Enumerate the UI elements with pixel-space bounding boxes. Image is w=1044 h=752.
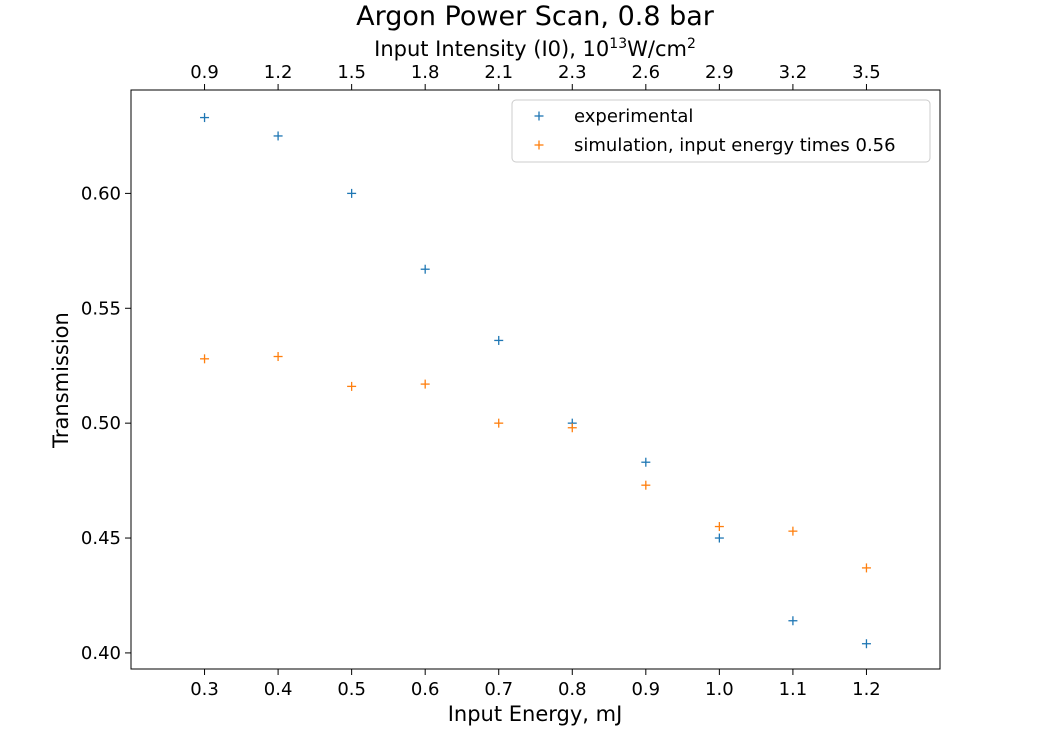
x-tick-label: 0.5 xyxy=(337,679,366,700)
data-point-experimental xyxy=(641,457,651,467)
top-x-tick-label: 3.2 xyxy=(779,62,808,83)
data-point-simulation xyxy=(861,563,871,573)
top-x-tick-label: 2.9 xyxy=(705,62,734,83)
y-tick-label: 0.50 xyxy=(81,413,121,434)
data-point-simulation xyxy=(788,526,798,536)
data-point-simulation xyxy=(567,423,577,433)
legend-marker-symbol xyxy=(534,111,544,121)
data-point-simulation xyxy=(641,480,651,490)
plot-area: 0.3 0.4 0.5 0.6 0.7 0.8 0.9 1.0 1.1 1.2 0.9 1.2 1.5 1… xyxy=(81,62,881,700)
y-tick-label: 0.55 xyxy=(81,298,121,319)
plot-frame xyxy=(130,89,941,670)
x-tick-label: 0.4 xyxy=(264,679,293,700)
x-tick-label: 0.3 xyxy=(190,679,219,700)
x-tick-label: 1.1 xyxy=(779,679,808,700)
top-x-tick-label: 2.1 xyxy=(484,62,513,83)
y-tick-label: 0.60 xyxy=(81,183,121,204)
data-point-simulation xyxy=(273,352,283,362)
data-point-experimental xyxy=(861,639,871,649)
data-point-simulation xyxy=(420,379,430,389)
x-axis-label: Input Energy, mJ xyxy=(448,702,623,726)
top-x-axis-label-unit-exponent: 2 xyxy=(687,36,696,52)
data-point-simulation xyxy=(714,522,724,532)
data-point-simulation xyxy=(494,418,504,428)
top-x-tick-label: 1.8 xyxy=(411,62,440,83)
legend-marker-experimental xyxy=(534,111,544,121)
x-tick-label: 0.7 xyxy=(484,679,513,700)
y-tick-label: 0.40 xyxy=(81,643,121,664)
top-x-tick-label: 3.5 xyxy=(852,62,881,83)
data-point-simulation xyxy=(347,381,357,391)
top-x-tick-label: 0.9 xyxy=(190,62,219,83)
legend-label-experimental: experimental xyxy=(574,106,693,127)
top-x-tick-label: 1.2 xyxy=(264,62,293,83)
data-point-experimental xyxy=(347,188,357,198)
top-x-axis-label: Input Intensity (I0), 1013W/cm2 xyxy=(374,36,696,61)
legend-box xyxy=(511,99,931,163)
legend-marker-symbol xyxy=(534,140,544,150)
chart-title: Argon Power Scan, 0.8 bar xyxy=(356,1,715,32)
y-tick-label: 0.45 xyxy=(81,528,121,549)
data-point-experimental xyxy=(420,264,430,274)
data-point-simulation xyxy=(200,354,210,364)
top-x-tick-label: 2.6 xyxy=(631,62,660,83)
legend: experimental simulation, input energy ti… xyxy=(511,99,931,163)
top-x-axis-label-unit: W/cm xyxy=(627,37,687,61)
top-x-tick-label: 1.5 xyxy=(337,62,366,83)
data-point-experimental xyxy=(714,533,724,543)
legend-label-simulation: simulation, input energy times 0.56 xyxy=(574,135,896,156)
x-tick-label: 1.0 xyxy=(705,679,734,700)
data-point-experimental xyxy=(273,131,283,141)
top-x-axis-label-prefix: Input Intensity (I0), 10 xyxy=(374,37,609,61)
legend-marker-simulation xyxy=(534,140,544,150)
top-x-tick-label: 2.3 xyxy=(558,62,587,83)
data-point-experimental xyxy=(494,335,504,345)
data-point-experimental xyxy=(788,616,798,626)
top-x-axis-label-exponent: 13 xyxy=(609,36,627,52)
x-tick-label: 0.8 xyxy=(558,679,587,700)
x-tick-label: 1.2 xyxy=(852,679,881,700)
y-axis-label: Transmission xyxy=(49,312,73,449)
data-point-experimental xyxy=(200,113,210,123)
x-tick-label: 0.6 xyxy=(411,679,440,700)
x-tick-label: 0.9 xyxy=(631,679,660,700)
